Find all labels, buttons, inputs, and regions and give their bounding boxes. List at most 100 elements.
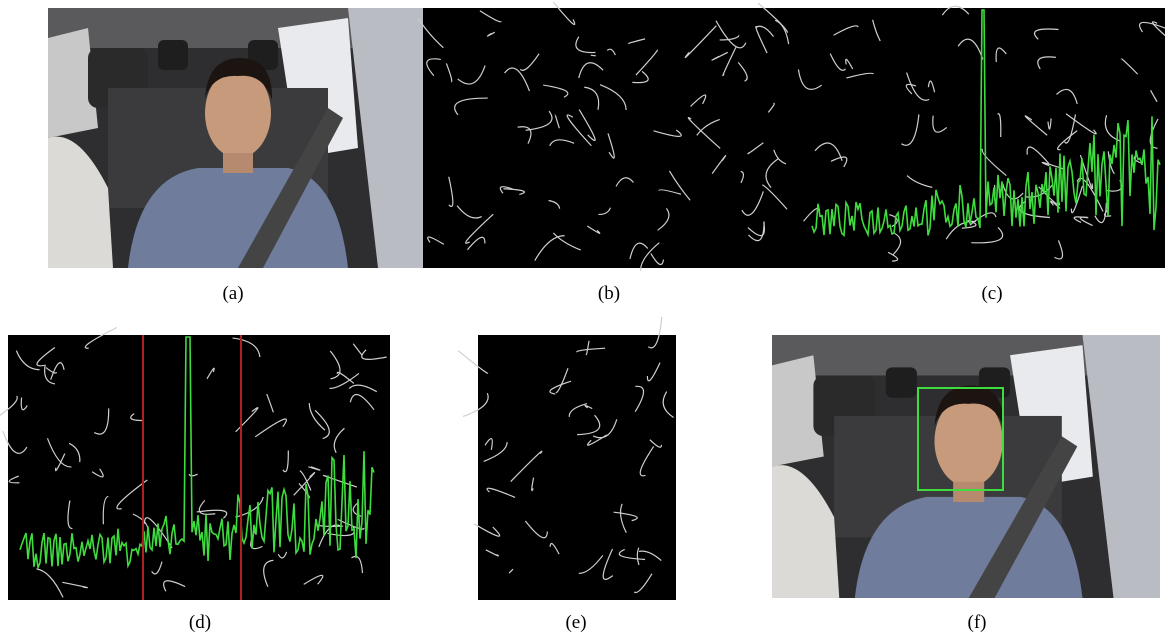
edge-stroke	[587, 434, 608, 446]
edge-stroke	[578, 62, 604, 79]
edge-stroke	[1047, 118, 1052, 130]
edge-stroke	[814, 142, 843, 161]
edge-image-d	[8, 335, 390, 600]
edge-stroke	[1070, 185, 1084, 214]
edge-stroke	[333, 427, 345, 454]
edge-stroke	[299, 470, 312, 491]
edge-stroke	[20, 397, 28, 411]
projection-curve-d	[19, 336, 375, 571]
edge-stroke	[1094, 202, 1107, 224]
edge-stroke	[163, 580, 186, 592]
edge-stroke	[767, 102, 775, 113]
caption: (b)	[598, 283, 620, 304]
edge-stroke	[969, 212, 997, 226]
edge-stroke	[1024, 115, 1048, 136]
edge-stroke	[737, 61, 748, 82]
edge-stroke	[649, 439, 663, 448]
edge-stroke	[747, 222, 766, 237]
edge-stroke	[872, 19, 881, 42]
edge-stroke	[639, 446, 655, 477]
face-box	[917, 387, 1004, 491]
edge-stroke	[627, 38, 646, 45]
edge-stroke	[632, 70, 649, 84]
edge-stroke	[629, 242, 649, 260]
edge-stroke	[797, 69, 823, 90]
edges-b	[417, 1, 790, 271]
edge-stroke	[607, 133, 615, 159]
edge-stroke	[1026, 146, 1050, 165]
edge-stroke	[293, 472, 316, 496]
edge-stroke	[549, 139, 575, 147]
edge-stroke	[1104, 114, 1122, 142]
edge-stroke	[592, 419, 618, 439]
edge-stroke	[646, 362, 661, 382]
edge-stroke	[599, 84, 627, 111]
edge-stroke	[487, 31, 496, 37]
edge-stroke	[658, 189, 682, 195]
edges-c	[797, 5, 1165, 262]
edge-stroke	[329, 372, 360, 389]
edges-d	[0, 326, 387, 598]
edge-stroke	[576, 347, 606, 353]
edge-stroke	[549, 542, 560, 555]
edge-stroke	[314, 409, 330, 440]
edge-stroke	[282, 450, 289, 473]
edge-stroke	[584, 404, 593, 410]
edge-stroke	[619, 503, 627, 533]
edge-stroke	[0, 395, 18, 416]
edge-stroke	[575, 36, 596, 54]
edge-stroke	[690, 94, 707, 107]
edge-stroke	[653, 129, 682, 137]
edge-stroke	[1150, 90, 1158, 103]
edge-stroke	[84, 326, 118, 349]
edge-stroke	[606, 48, 616, 56]
edge-stroke	[684, 25, 717, 58]
edge-stroke	[254, 418, 288, 438]
edge-stroke	[638, 550, 662, 562]
edge-stroke	[995, 47, 1007, 63]
edge-stroke	[901, 114, 920, 146]
edge-stroke	[1057, 130, 1078, 151]
edge-stroke	[633, 573, 653, 594]
edge-stroke	[615, 177, 634, 187]
edge-stroke	[465, 213, 494, 244]
edge-stroke	[639, 242, 660, 271]
edge-stroke	[548, 199, 561, 209]
caption: (f)	[968, 612, 987, 633]
edge-stroke	[552, 1, 576, 25]
edge-stroke	[634, 385, 645, 413]
edge-stroke	[102, 495, 109, 525]
edge-stroke	[46, 438, 72, 468]
edge-stroke	[504, 67, 531, 92]
edge-stroke	[68, 442, 81, 463]
edge-stroke	[747, 142, 764, 155]
edge-stroke	[351, 555, 364, 574]
edge-stroke	[1037, 56, 1056, 70]
edge-stroke	[1107, 151, 1115, 175]
edge-stroke	[337, 518, 365, 530]
edge-stroke	[774, 19, 790, 45]
edge-stroke	[457, 65, 486, 85]
edge-stroke	[303, 574, 324, 585]
photo-a	[48, 8, 423, 268]
edge-stroke	[499, 186, 513, 194]
edge-stroke	[1079, 216, 1093, 227]
edge-stroke	[116, 479, 148, 510]
edge-stroke	[647, 316, 663, 349]
edge-stroke	[845, 58, 854, 70]
edge-stroke	[62, 581, 88, 589]
edge-stroke	[906, 175, 933, 188]
edge-stroke	[585, 340, 590, 356]
edge-stroke	[479, 10, 502, 23]
edge-stroke	[1054, 240, 1064, 260]
edge-stroke	[45, 367, 58, 374]
edge-stroke	[503, 188, 525, 196]
photo-f	[772, 335, 1160, 598]
edge-stroke	[722, 46, 737, 77]
edge-stroke	[829, 53, 847, 71]
edge-stroke	[566, 114, 592, 147]
edge-stroke	[2, 430, 28, 454]
edge-stroke	[719, 35, 740, 41]
edge-stroke	[586, 225, 601, 234]
